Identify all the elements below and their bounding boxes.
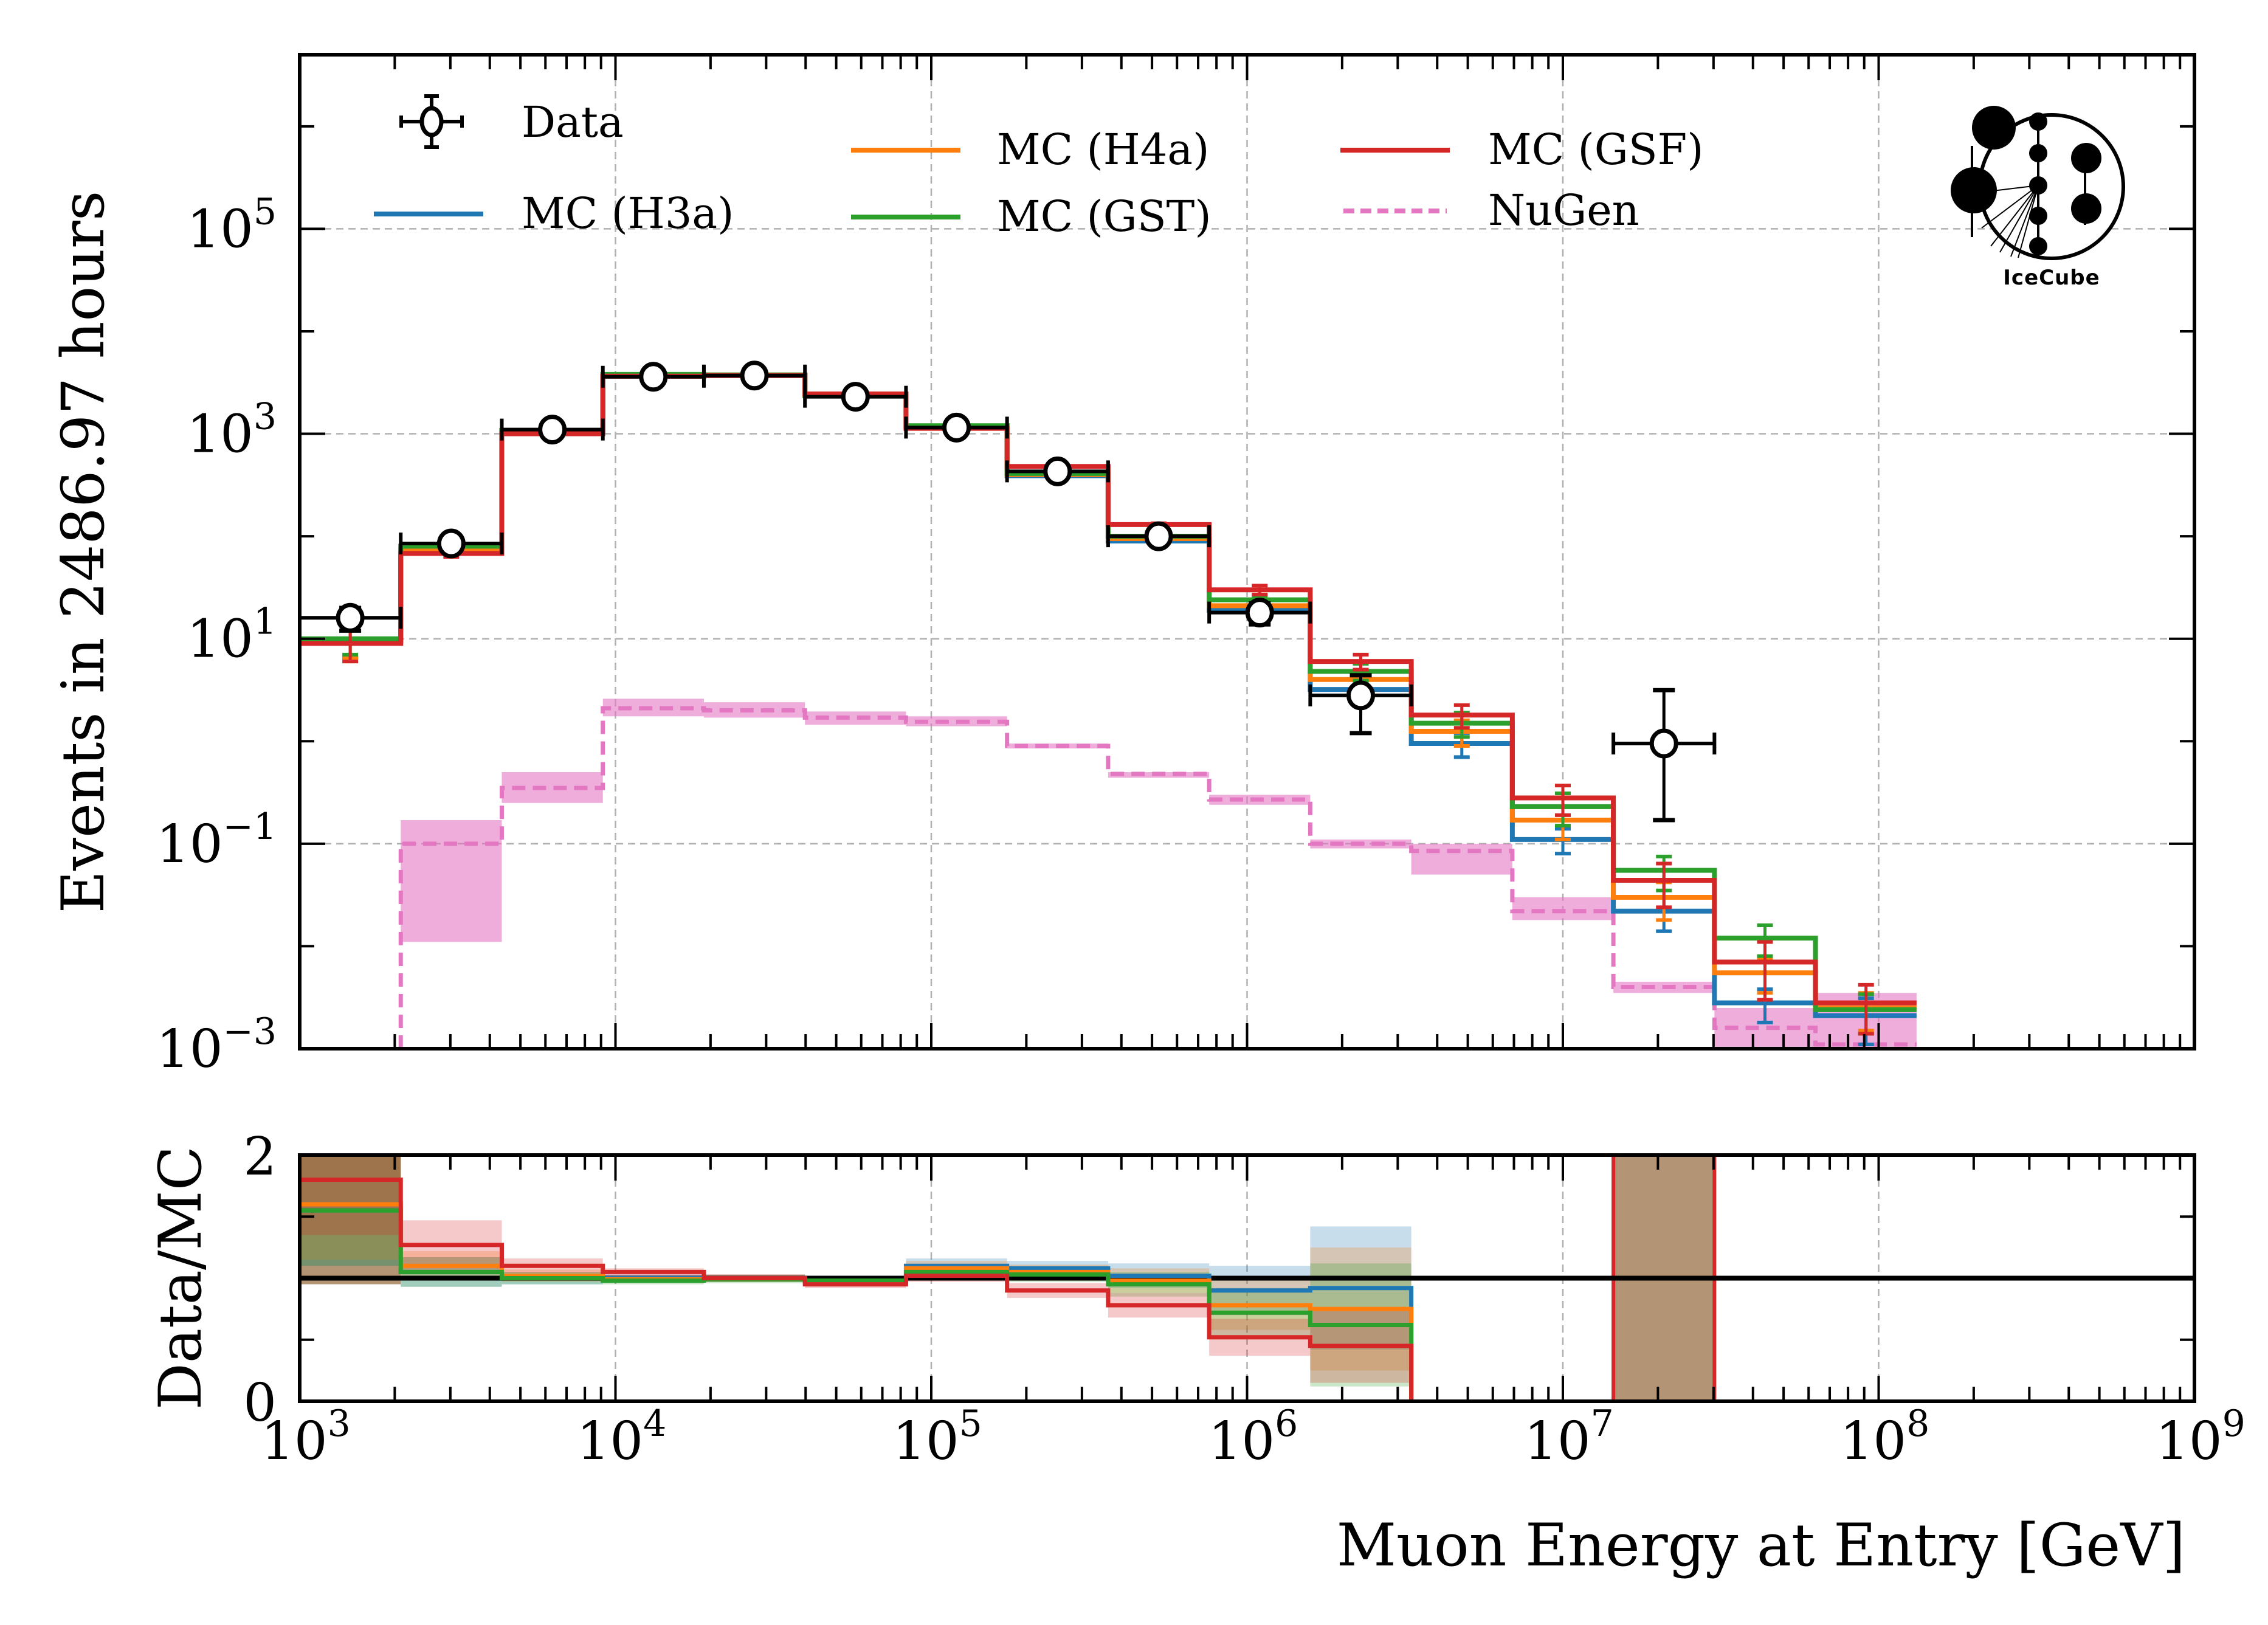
icecube-logo: IceCube xyxy=(1951,106,2125,290)
main-y-tick-label: 10−3 xyxy=(156,1010,277,1080)
x-tick-label: 109 xyxy=(2156,1402,2246,1472)
legend-item-nugen: NuGen xyxy=(1343,185,1639,235)
legend-item-gsf: MC (GSF) xyxy=(1340,125,1704,174)
x-tick-label: 105 xyxy=(892,1402,982,1472)
legend-item-h4a: MC (H4a) xyxy=(851,125,1209,174)
data-point xyxy=(1649,728,1678,759)
nugen-line xyxy=(398,706,1917,1049)
main-grid xyxy=(300,55,2194,1049)
main-y-tick-label: 105 xyxy=(187,190,277,260)
ratio-y-tick-label: 0 xyxy=(243,1373,277,1434)
data-marker-icon xyxy=(419,106,444,137)
ratio-frame xyxy=(298,1153,2196,1403)
legend-item-data: Data xyxy=(399,94,624,149)
ratio-ticks xyxy=(300,1155,2194,1401)
legend-item-h3a: MC (H3a) xyxy=(374,188,734,238)
data-points xyxy=(298,361,1717,823)
data-point xyxy=(1346,680,1376,711)
main-frame xyxy=(298,53,2196,1051)
x-tick-label: 103 xyxy=(261,1402,351,1472)
ratio-panel: 02 103 104 105 106 107 108 109 Data/MC Muon En… xyxy=(146,1126,2246,1579)
ratio-series xyxy=(300,1155,2194,1401)
data-point xyxy=(336,602,365,633)
x-tick-labels: 103 104 105 106 107 108 109 xyxy=(261,1402,2246,1472)
data-point xyxy=(740,361,769,391)
legend: Data MC (H3a) MC (H4a) MC (GST) MC (GSF)… xyxy=(374,94,1704,241)
main-ticks xyxy=(300,55,2194,1050)
main-panel: 105 103 101 10−1 10−3 Events in 2486.97 hour… xyxy=(49,53,2196,1080)
legend-label-h4a: MC (H4a) xyxy=(997,125,1209,174)
data-point xyxy=(1043,456,1072,486)
nugen-band xyxy=(1411,843,1512,875)
legend-label-gsf: MC (GSF) xyxy=(1488,125,1704,174)
logo-text: IceCube xyxy=(2003,266,2100,290)
ratio-overlap-band xyxy=(300,1155,401,1285)
data-point xyxy=(1245,598,1274,628)
legend-label-data: Data xyxy=(522,97,624,147)
data-point xyxy=(1144,521,1173,551)
x-tick-label: 106 xyxy=(1208,1402,1298,1472)
x-axis-title: Muon Energy at Entry [GeV] xyxy=(1337,1511,2185,1579)
ratio-h4a-band xyxy=(300,1155,401,1260)
x-tick-label: 107 xyxy=(1524,1402,1614,1472)
main-y-tick-label: 10−1 xyxy=(156,806,277,875)
data-point xyxy=(436,528,466,559)
main-y-axis-title: Events in 2486.97 hours xyxy=(49,191,117,913)
x-tick-label: 108 xyxy=(1840,1402,1930,1472)
x-tick-label: 104 xyxy=(577,1402,667,1472)
nugen-band xyxy=(805,711,906,725)
ratio-y-tick-labels: 02 xyxy=(243,1126,277,1434)
ratio-y-tick-label: 2 xyxy=(243,1126,277,1187)
main-y-tick-labels: 105 103 101 10−1 10−3 xyxy=(156,190,277,1080)
main-y-tick-label: 103 xyxy=(187,396,277,465)
nugen-band xyxy=(1512,897,1614,920)
ratio-y-axis-title: Data/MC xyxy=(146,1146,215,1410)
main-y-tick-label: 101 xyxy=(187,601,277,670)
ratio-gsf-band xyxy=(300,1155,401,1235)
ratio-gsf-line xyxy=(300,1178,1414,1401)
legend-label-gst: MC (GST) xyxy=(997,191,1212,241)
nugen-band xyxy=(401,820,502,942)
data-point xyxy=(841,382,870,412)
data-point xyxy=(942,412,971,443)
legend-label-nugen: NuGen xyxy=(1488,185,1639,235)
data-point xyxy=(639,362,668,392)
data-point xyxy=(538,415,567,445)
legend-item-gst: MC (GST) xyxy=(851,191,1212,241)
legend-label-h3a: MC (H3a) xyxy=(522,188,734,238)
